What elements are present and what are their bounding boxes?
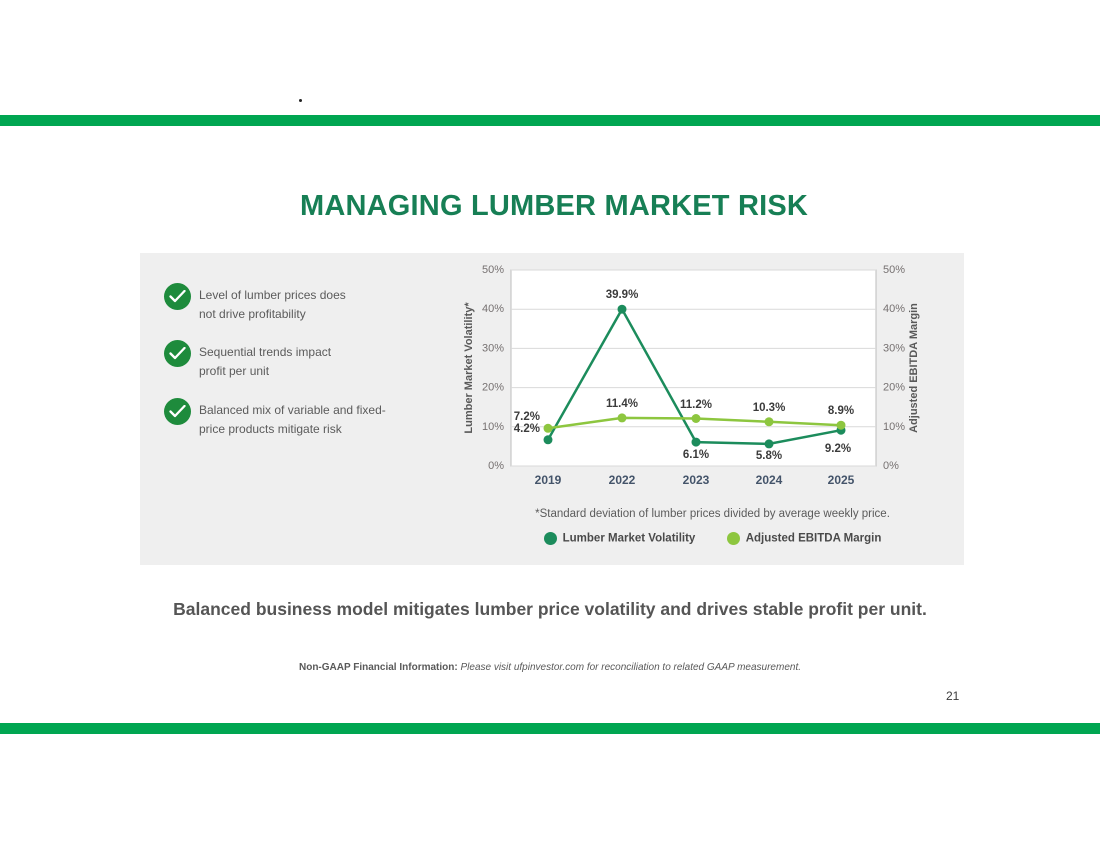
- svg-text:20%: 20%: [883, 382, 905, 394]
- svg-text:10.3%: 10.3%: [753, 402, 786, 414]
- svg-text:40%: 40%: [482, 303, 504, 315]
- svg-text:5.8%: 5.8%: [756, 450, 782, 462]
- svg-text:9.2%: 9.2%: [825, 443, 851, 455]
- svg-text:11.2%: 11.2%: [680, 399, 712, 411]
- svg-text:40%: 40%: [883, 303, 905, 315]
- svg-text:Adjusted EBITDA Margin: Adjusted EBITDA Margin: [908, 303, 920, 433]
- svg-text:2019: 2019: [535, 473, 562, 487]
- svg-text:2024: 2024: [756, 473, 783, 487]
- svg-text:10%: 10%: [482, 421, 504, 433]
- svg-text:2022: 2022: [609, 473, 636, 487]
- svg-text:39.9%: 39.9%: [606, 289, 639, 301]
- svg-text:8.9%: 8.9%: [828, 405, 854, 417]
- svg-text:2023: 2023: [683, 473, 710, 487]
- svg-text:0%: 0%: [883, 460, 899, 472]
- svg-text:Lumber Market Volatility*: Lumber Market Volatility*: [463, 302, 475, 434]
- svg-text:4.2%: 4.2%: [514, 423, 540, 435]
- svg-text:50%: 50%: [482, 264, 504, 276]
- svg-text:7.2%: 7.2%: [514, 411, 540, 423]
- svg-text:11.4%: 11.4%: [606, 398, 638, 410]
- svg-text:10%: 10%: [883, 421, 905, 433]
- svg-text:0%: 0%: [488, 460, 504, 472]
- svg-text:6.1%: 6.1%: [683, 449, 709, 461]
- svg-text:30%: 30%: [482, 342, 504, 354]
- svg-text:50%: 50%: [883, 264, 905, 276]
- svg-text:2025: 2025: [828, 473, 855, 487]
- svg-text:30%: 30%: [883, 342, 905, 354]
- svg-text:20%: 20%: [482, 382, 504, 394]
